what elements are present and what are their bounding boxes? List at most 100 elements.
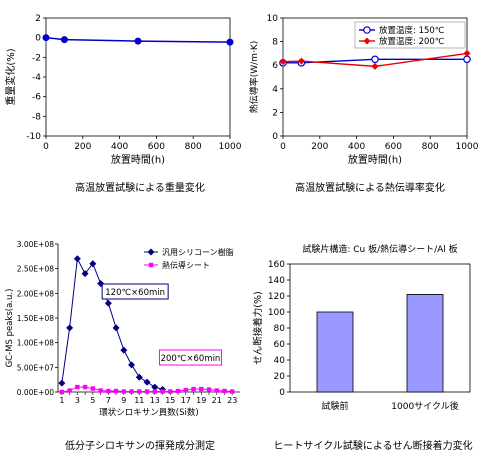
data-point bbox=[175, 388, 181, 394]
x-tick-label: 23 bbox=[227, 396, 237, 405]
legend-label: 放置温度: 150℃ bbox=[379, 25, 445, 36]
data-point bbox=[137, 389, 142, 394]
y-tick-label: 2 bbox=[35, 14, 41, 24]
y-tick-label: 160 bbox=[268, 260, 285, 270]
data-point bbox=[60, 36, 68, 44]
x-tick-label: 400 bbox=[111, 142, 128, 152]
x-tick-label: 800 bbox=[422, 142, 439, 152]
legend-label: 汎用シリコーン樹脂 bbox=[162, 247, 234, 257]
y-tick-label: 1.00E+08 bbox=[17, 339, 54, 348]
chart-1-caption: 高温放置試験による重量変化 bbox=[75, 183, 205, 194]
y-axis-label: 重量変化(%) bbox=[4, 48, 17, 105]
y-tick-label: -10 bbox=[26, 132, 41, 142]
x-axis-label: 放置時間(h) bbox=[348, 153, 402, 166]
data-point bbox=[81, 270, 89, 278]
y-tick-label: 3.00E+08 bbox=[17, 240, 54, 249]
legend-box bbox=[354, 21, 466, 49]
data-point bbox=[97, 279, 105, 287]
x-tick-label: 800 bbox=[185, 142, 202, 152]
x-tick-label: 9 bbox=[121, 396, 126, 405]
data-point bbox=[89, 260, 97, 268]
y-axis-label: GC-MS peaks(a.u.) bbox=[5, 289, 15, 368]
chart-3-caption: 低分子シロキサンの揮発成分測定 bbox=[65, 441, 215, 452]
x-tick-label: 200 bbox=[311, 142, 328, 152]
data-point bbox=[279, 58, 287, 66]
x-axis-label: 環状シロキサン員数(Si数) bbox=[99, 407, 198, 418]
data-point bbox=[104, 299, 112, 307]
data-point bbox=[152, 389, 158, 394]
legend-label: 熱伝導シート bbox=[162, 260, 210, 270]
data-point bbox=[112, 324, 120, 332]
y-tick-label: 60 bbox=[274, 340, 286, 350]
chart-shear-adhesion: 試験片構造: Cu 板/熱伝導シート/Al 板 160 140 120 100 80 60 4… bbox=[252, 243, 471, 412]
y-tick-label: 10 bbox=[267, 14, 279, 24]
data-point bbox=[183, 387, 188, 393]
y-tick-label: 2.50E+08 bbox=[17, 265, 54, 274]
y-tick-label: 40 bbox=[274, 356, 286, 366]
data-point bbox=[58, 379, 66, 387]
data-point bbox=[214, 388, 219, 393]
x-axis-label: 放置時間(h) bbox=[111, 153, 165, 166]
x-category-label: 1000サイクル後 bbox=[391, 400, 458, 412]
y-tick-label: 6 bbox=[272, 61, 278, 71]
chart-siloxane-volatiles: 3.00E+08 2.50E+08 2.00E+08 1.50E+08 1.00E+08… bbox=[5, 240, 240, 418]
data-point bbox=[144, 389, 150, 394]
data-point bbox=[226, 38, 234, 46]
data-point bbox=[106, 388, 111, 394]
x-tick-label: 0 bbox=[280, 142, 286, 152]
y-tick-label: 80 bbox=[274, 324, 286, 334]
data-point bbox=[67, 388, 72, 393]
x-tick-label: 3 bbox=[75, 396, 80, 405]
x-tick-label: 21 bbox=[212, 396, 222, 405]
data-point bbox=[371, 62, 379, 70]
data-point bbox=[134, 37, 142, 45]
data-point bbox=[230, 389, 235, 394]
y-tick-label: 0 bbox=[279, 388, 285, 398]
x-tick-label: 5 bbox=[90, 396, 95, 405]
y-tick-label: 8 bbox=[272, 38, 278, 48]
y-tick-label: -2 bbox=[32, 53, 41, 63]
y-tick-label: 4 bbox=[272, 85, 278, 95]
x-tick-label: 1000 bbox=[456, 142, 479, 152]
plot-area bbox=[45, 17, 231, 137]
data-point bbox=[129, 389, 134, 394]
y-tick-label: 100 bbox=[268, 308, 285, 318]
data-point bbox=[42, 34, 50, 42]
data-point bbox=[297, 57, 305, 65]
chart-4-caption: ヒートサイクル試験によるせん断接着力変化 bbox=[273, 441, 473, 452]
data-point bbox=[371, 55, 379, 64]
x-category-label: 試験前 bbox=[321, 400, 348, 412]
x-tick-label: 400 bbox=[348, 142, 365, 152]
x-tick-label: 1000 bbox=[219, 142, 242, 152]
y-tick-label: 0.00E+00 bbox=[17, 388, 54, 397]
x-tick-label: 0 bbox=[43, 142, 49, 152]
data-point bbox=[168, 389, 173, 394]
y-tick-label: 2 bbox=[272, 108, 278, 118]
data-point bbox=[463, 49, 471, 57]
data-point bbox=[135, 373, 143, 381]
data-point bbox=[128, 361, 136, 369]
y-tick-label: 5.00E+07 bbox=[17, 363, 54, 372]
y-tick-label: -4 bbox=[32, 73, 41, 83]
data-point bbox=[143, 378, 151, 386]
y-axis-label: せん断接着力(%) bbox=[252, 291, 264, 364]
data-point bbox=[463, 55, 471, 64]
data-point bbox=[206, 387, 212, 392]
legend-marker bbox=[147, 248, 155, 256]
chart-weight-change: 20-2-4-6-8-100 200 400 600 800 1000放置時間(h)重量変… bbox=[4, 14, 242, 166]
x-tick-label: 13 bbox=[150, 396, 160, 405]
y-tick-label: -8 bbox=[32, 112, 41, 122]
data-point bbox=[222, 388, 227, 394]
data-point bbox=[160, 389, 165, 394]
data-point bbox=[59, 389, 65, 395]
legend-marker bbox=[363, 26, 371, 34]
chart-2-caption: 高温放置試験による熱伝導率変化 bbox=[295, 183, 445, 194]
y-tick-label: 20 bbox=[274, 372, 286, 382]
legend-marker bbox=[363, 37, 371, 45]
bar bbox=[316, 311, 354, 393]
data-point bbox=[75, 384, 80, 390]
legend-marker bbox=[148, 262, 154, 268]
x-tick-label: 200 bbox=[74, 142, 91, 152]
data-point bbox=[113, 388, 119, 394]
